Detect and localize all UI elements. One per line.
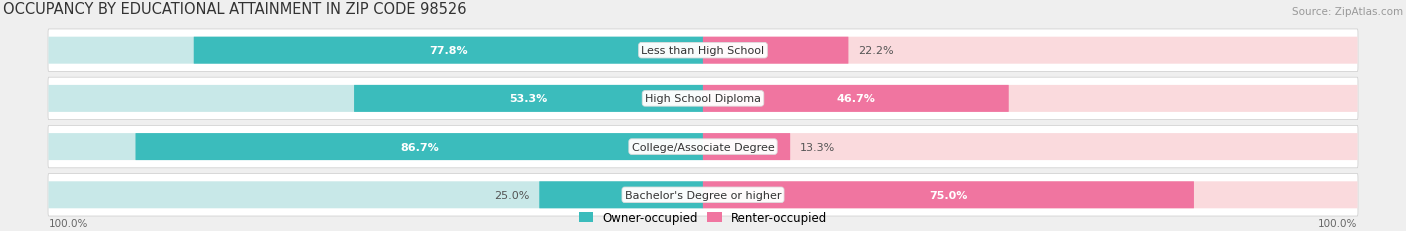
Text: 53.3%: 53.3%: [509, 94, 548, 104]
FancyBboxPatch shape: [703, 134, 790, 160]
Text: 100.0%: 100.0%: [49, 218, 89, 228]
FancyBboxPatch shape: [48, 78, 1358, 120]
Text: 22.2%: 22.2%: [858, 46, 894, 56]
FancyBboxPatch shape: [703, 37, 848, 64]
Text: College/Associate Degree: College/Associate Degree: [631, 142, 775, 152]
Text: 100.0%: 100.0%: [1317, 218, 1357, 228]
FancyBboxPatch shape: [703, 85, 1008, 112]
FancyBboxPatch shape: [135, 134, 703, 160]
FancyBboxPatch shape: [48, 37, 703, 64]
FancyBboxPatch shape: [48, 126, 1358, 168]
Text: High School Diploma: High School Diploma: [645, 94, 761, 104]
FancyBboxPatch shape: [48, 30, 1358, 72]
Text: 25.0%: 25.0%: [494, 190, 530, 200]
Text: Less than High School: Less than High School: [641, 46, 765, 56]
Text: 13.3%: 13.3%: [800, 142, 835, 152]
FancyBboxPatch shape: [703, 85, 1358, 112]
FancyBboxPatch shape: [703, 134, 1358, 160]
FancyBboxPatch shape: [48, 85, 703, 112]
FancyBboxPatch shape: [540, 182, 703, 208]
FancyBboxPatch shape: [48, 182, 703, 208]
FancyBboxPatch shape: [48, 174, 1358, 216]
Text: 86.7%: 86.7%: [399, 142, 439, 152]
Text: Bachelor's Degree or higher: Bachelor's Degree or higher: [624, 190, 782, 200]
Text: OCCUPANCY BY EDUCATIONAL ATTAINMENT IN ZIP CODE 98526: OCCUPANCY BY EDUCATIONAL ATTAINMENT IN Z…: [3, 3, 467, 17]
FancyBboxPatch shape: [703, 37, 1358, 64]
FancyBboxPatch shape: [703, 182, 1358, 208]
FancyBboxPatch shape: [354, 85, 703, 112]
FancyBboxPatch shape: [703, 182, 1194, 208]
Text: 75.0%: 75.0%: [929, 190, 967, 200]
FancyBboxPatch shape: [48, 134, 703, 160]
Legend: Owner-occupied, Renter-occupied: Owner-occupied, Renter-occupied: [579, 211, 827, 224]
Text: Source: ZipAtlas.com: Source: ZipAtlas.com: [1292, 7, 1403, 17]
Text: 77.8%: 77.8%: [429, 46, 468, 56]
Text: 46.7%: 46.7%: [837, 94, 876, 104]
FancyBboxPatch shape: [194, 37, 703, 64]
